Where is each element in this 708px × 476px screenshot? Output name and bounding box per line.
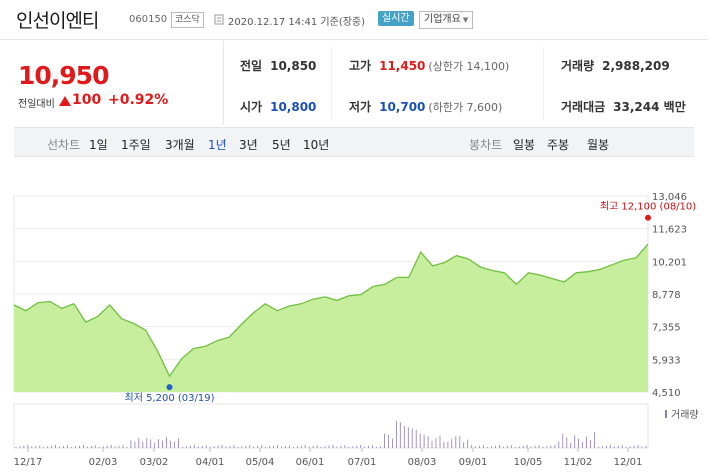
stat-value: 10,850	[270, 59, 317, 73]
x-tick-label: 03/02	[140, 457, 169, 468]
stat-volume: 거래량 2,988,209	[561, 57, 670, 74]
stat-value: 11,450	[379, 59, 426, 73]
tab-1week[interactable]: 1주일	[121, 138, 151, 152]
info-icon	[214, 14, 224, 25]
chart-tabs: 선차트 1일 1주일 3개월 1년 3년 5년 10년 봉차트 일봉 주봉 월봉	[14, 127, 694, 157]
tab-3month[interactable]: 3개월	[165, 138, 195, 152]
stat-low: 저가 10,700 (하한가 7,600)	[349, 98, 502, 115]
stat-value: 2,988,209	[602, 59, 670, 73]
stat-label: 거래대금	[561, 100, 606, 114]
quote-stats: 전일 10,850 고가 11,450 (상한가 14,100) 거래량 2,988,2…	[225, 41, 708, 125]
high-marker	[645, 214, 651, 221]
divider	[331, 47, 332, 119]
tab-1day[interactable]: 1일	[89, 138, 108, 152]
live-badge[interactable]: 실시간	[378, 11, 414, 26]
volume-legend-swatch	[665, 410, 667, 418]
x-tick-label: 12/01	[614, 457, 643, 468]
x-tick-label: 08/03	[408, 457, 437, 468]
stat-sub: (하한가 7,600)	[428, 101, 503, 114]
y-tick-label: 7,355	[652, 323, 681, 334]
stat-value: 10,800	[270, 100, 317, 114]
tab-monthly-candle[interactable]: 월봉	[587, 138, 610, 152]
x-tick-label: 12/17	[14, 457, 43, 468]
x-tick-label: 02/03	[89, 457, 118, 468]
stat-value: 10,700	[379, 100, 426, 114]
y-tick-label: 13,046	[652, 192, 687, 203]
company-info-button[interactable]: 기업개요 ▼	[419, 11, 474, 29]
stat-label: 고가	[349, 59, 372, 73]
stat-label: 거래량	[561, 59, 595, 73]
y-tick-label: 8,778	[652, 290, 681, 301]
line-chart-group-label: 선차트	[47, 138, 81, 152]
stat-high: 고가 11,450 (상한가 14,100)	[349, 57, 509, 74]
x-tick-label: 09/01	[459, 457, 488, 468]
low-annotation: 최저 5,200 (03/19)	[125, 392, 215, 404]
x-tick-label: 11/02	[564, 457, 593, 468]
price-panel: 10,950 전일대비 100 +0.92%	[0, 41, 224, 125]
y-tick-label: 10,201	[652, 257, 687, 268]
stat-prev-close: 전일 10,850	[240, 57, 316, 74]
high-annotation: 최고 12,100 (08/10)	[600, 201, 696, 213]
change-label: 전일대비	[18, 99, 55, 110]
stat-label: 전일	[240, 59, 263, 73]
stat-sub: (상한가 14,100)	[428, 60, 510, 73]
tab-3year[interactable]: 3년	[239, 138, 258, 152]
current-price: 10,950	[18, 61, 109, 90]
low-marker	[166, 384, 173, 391]
x-tick-label: 07/01	[348, 457, 377, 468]
price-area-fill	[14, 244, 648, 392]
candle-chart-group-label: 봉차트	[469, 138, 503, 152]
chevron-down-icon: ▼	[462, 16, 469, 24]
y-tick-label: 11,623	[652, 225, 687, 236]
tab-daily-candle[interactable]: 일봉	[513, 138, 536, 152]
stat-open: 시가 10,800	[240, 98, 316, 115]
volume-legend: 거래량	[671, 409, 699, 421]
up-arrow-icon	[59, 96, 71, 106]
company-info-label: 기업개요	[424, 14, 461, 25]
x-tick-label: 05/04	[246, 457, 275, 468]
stock-code: 060150	[129, 14, 168, 25]
volume-frame	[13, 403, 649, 449]
change-value: 100	[72, 92, 102, 108]
market-badge: 코스닥	[171, 12, 204, 28]
stat-label: 저가	[349, 100, 372, 114]
y-tick-label: 4,510	[652, 388, 681, 399]
price-line	[13, 243, 649, 378]
x-tick-label: 04/01	[196, 457, 225, 468]
tab-weekly-candle[interactable]: 주봉	[547, 138, 570, 152]
stock-name: 인선이엔티	[16, 10, 99, 32]
stock-header: 인선이엔티 060150 코스닥 2020.12.17 14:41 기준(장중)…	[0, 0, 708, 40]
x-tick-label: 10/05	[514, 457, 543, 468]
change-percent: +0.92%	[108, 92, 169, 108]
tab-5year[interactable]: 5년	[272, 138, 291, 152]
stat-label: 시가	[240, 100, 263, 114]
tab-1year[interactable]: 1년	[208, 138, 227, 152]
tab-10year[interactable]: 10년	[303, 138, 330, 152]
x-tick-label: 06/01	[296, 457, 325, 468]
price-chart[interactable]: 최고 12,100 (08/10) 최저 5,200 (03/19) 13,046…	[0, 160, 708, 476]
timestamp: 2020.12.17 14:41 기준(장중)	[228, 17, 366, 28]
divider	[543, 47, 544, 119]
stat-value: 33,244 백만	[613, 100, 686, 114]
y-tick-label: 5,933	[652, 355, 681, 366]
stat-trade-value: 거래대금 33,244 백만	[561, 98, 686, 115]
